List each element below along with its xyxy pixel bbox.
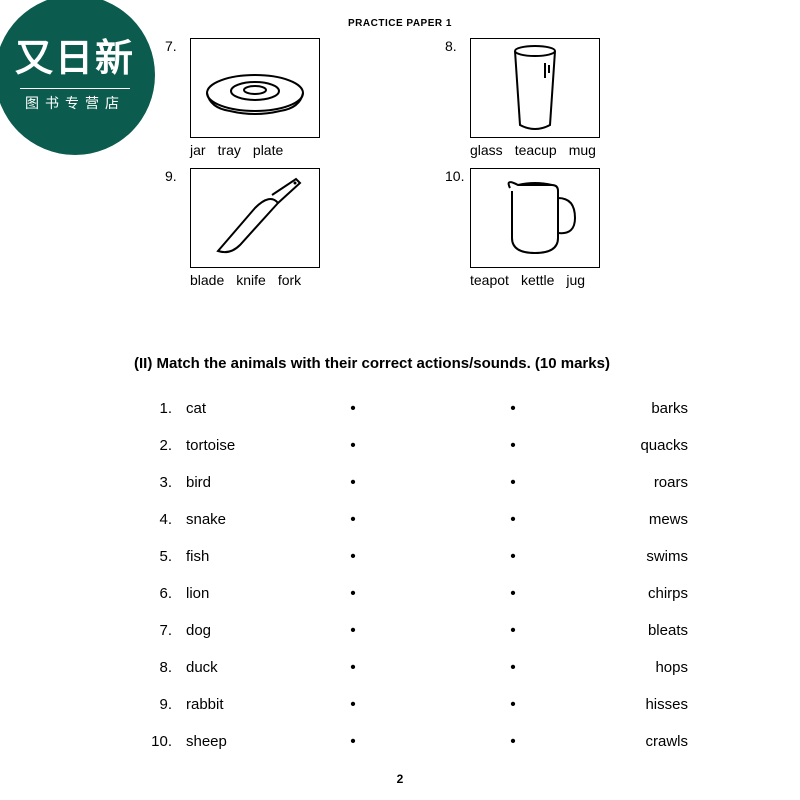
question-number: 9. [165, 168, 190, 184]
badge-divider [20, 88, 130, 89]
match-left-word: lion [178, 585, 338, 602]
match-left-word: bird [178, 474, 338, 491]
match-number: 5. [150, 548, 178, 565]
picture-box-glass [470, 38, 600, 138]
match-right-word: mews [528, 511, 688, 528]
match-dot: • [338, 733, 368, 750]
match-row: 3.bird••roars [150, 464, 700, 501]
match-dot: • [338, 622, 368, 639]
match-dot: • [498, 585, 528, 602]
match-dot: • [498, 622, 528, 639]
match-dot: • [338, 548, 368, 565]
match-left-word: sheep [178, 733, 338, 750]
match-dot: • [498, 659, 528, 676]
section-2-title: (II) Match the animals with their correc… [134, 355, 610, 372]
match-dot: • [498, 400, 528, 417]
match-row: 4.snake••mews [150, 501, 700, 538]
page-number: 2 [0, 772, 800, 786]
match-dot: • [338, 400, 368, 417]
match-right-word: hops [528, 659, 688, 676]
picture-box-knife [190, 168, 320, 268]
question-number: 10. [445, 168, 470, 184]
question-9: 9. bladeknifefork [165, 168, 445, 288]
match-dot: • [338, 659, 368, 676]
picture-box-plate [190, 38, 320, 138]
match-row: 8.duck••hops [150, 649, 700, 686]
badge-subtitle: 图书专营店 [0, 93, 155, 113]
match-row: 9.rabbit••hisses [150, 686, 700, 723]
match-number: 1. [150, 400, 178, 417]
match-left-word: tortoise [178, 437, 338, 454]
match-right-word: roars [528, 474, 688, 491]
match-dot: • [338, 437, 368, 454]
match-right-word: chirps [528, 585, 688, 602]
match-number: 3. [150, 474, 178, 491]
match-row: 2.tortoise••quacks [150, 427, 700, 464]
picture-questions: 7. jartrayplate 8. glassteacupmug 9. [165, 38, 685, 298]
answer-options: jartrayplate [190, 142, 320, 158]
question-8: 8. glassteacupmug [445, 38, 608, 158]
matching-exercise: 1.cat••barks2.tortoise••quacks3.bird••ro… [150, 390, 700, 760]
match-number: 9. [150, 696, 178, 713]
match-dot: • [498, 474, 528, 491]
match-right-word: bleats [528, 622, 688, 639]
question-number: 8. [445, 38, 470, 54]
match-number: 10. [150, 733, 178, 750]
match-row: 5.fish••swims [150, 538, 700, 575]
question-7: 7. jartrayplate [165, 38, 445, 158]
match-dot: • [338, 511, 368, 528]
match-number: 8. [150, 659, 178, 676]
match-dot: • [498, 733, 528, 750]
match-row: 10.sheep••crawls [150, 723, 700, 760]
match-left-word: dog [178, 622, 338, 639]
shop-badge: 又日新 图书专营店 [0, 0, 155, 155]
match-row: 1.cat••barks [150, 390, 700, 427]
question-number: 7. [165, 38, 190, 54]
match-right-word: hisses [528, 696, 688, 713]
match-left-word: rabbit [178, 696, 338, 713]
match-left-word: snake [178, 511, 338, 528]
match-dot: • [338, 474, 368, 491]
answer-options: teapotkettlejug [470, 272, 600, 288]
match-dot: • [498, 511, 528, 528]
answer-options: glassteacupmug [470, 142, 608, 158]
match-left-word: duck [178, 659, 338, 676]
match-row: 7.dog••bleats [150, 612, 700, 649]
match-dot: • [498, 548, 528, 565]
match-dot: • [498, 696, 528, 713]
match-right-word: quacks [528, 437, 688, 454]
match-right-word: barks [528, 400, 688, 417]
match-left-word: cat [178, 400, 338, 417]
match-number: 2. [150, 437, 178, 454]
match-number: 7. [150, 622, 178, 639]
match-dot: • [498, 437, 528, 454]
match-number: 6. [150, 585, 178, 602]
badge-title: 又日新 [0, 27, 155, 82]
match-right-word: swims [528, 548, 688, 565]
match-row: 6.lion••chirps [150, 575, 700, 612]
match-number: 4. [150, 511, 178, 528]
question-10: 10. teapotkettlejug [445, 168, 600, 288]
picture-box-jug [470, 168, 600, 268]
answer-options: bladeknifefork [190, 272, 320, 288]
match-left-word: fish [178, 548, 338, 565]
match-dot: • [338, 585, 368, 602]
match-right-word: crawls [528, 733, 688, 750]
match-dot: • [338, 696, 368, 713]
